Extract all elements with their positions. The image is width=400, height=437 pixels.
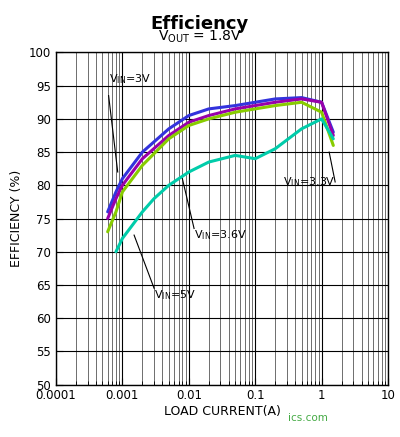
Text: $\mathdefault{V_{OUT}}$ = 1.8V: $\mathdefault{V_{OUT}}$ = 1.8V bbox=[158, 28, 242, 45]
Text: $\mathdefault{V_{IN}}$=3.3V: $\mathdefault{V_{IN}}$=3.3V bbox=[283, 175, 335, 189]
X-axis label: LOAD CURRENT(A): LOAD CURRENT(A) bbox=[164, 405, 280, 418]
Text: Efficiency: Efficiency bbox=[151, 15, 249, 33]
Text: $\mathdefault{V_{IN}}$=3.6V: $\mathdefault{V_{IN}}$=3.6V bbox=[194, 229, 247, 242]
Text: $\mathdefault{V_{IN}}$=3V: $\mathdefault{V_{IN}}$=3V bbox=[109, 72, 150, 86]
Text: $\mathdefault{V_{IN}}$=5V: $\mathdefault{V_{IN}}$=5V bbox=[154, 288, 196, 302]
Y-axis label: EFFICIENCY (%): EFFICIENCY (%) bbox=[10, 170, 23, 267]
Text: ics.com: ics.com bbox=[288, 413, 328, 423]
